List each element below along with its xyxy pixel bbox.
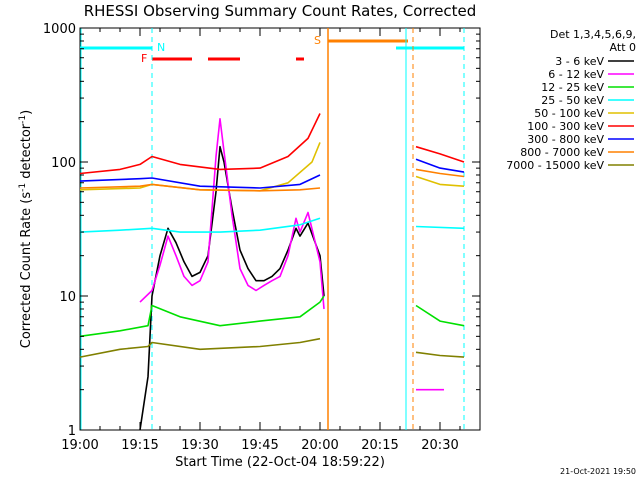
y-axis-label: Corrected Count Rate (s-1 detector-1) <box>18 110 34 348</box>
series-line <box>415 225 465 230</box>
y-axis-label-sup: -1 <box>18 115 28 124</box>
legend-label: 50 - 100 keV <box>534 107 604 120</box>
x-tick-label: 20:15 <box>361 438 398 453</box>
legend-label: 100 - 300 keV <box>527 120 604 133</box>
x-axis-label: Start Time (22-Oct-04 18:59:22) <box>175 455 385 470</box>
chart-title: RHESSI Observing Summary Count Rates, Co… <box>84 2 477 20</box>
legend-title-line: Att 0 <box>610 41 636 54</box>
y-axis-label-sup: -1 <box>18 183 28 192</box>
series-line <box>415 304 465 327</box>
observing-flags: NF S <box>80 28 465 430</box>
y-axis-label-part: Corrected Count Rate (s <box>19 192 34 349</box>
series-line <box>79 295 325 338</box>
series-line <box>79 174 321 189</box>
y-axis-label-part: detector <box>19 123 34 183</box>
x-tick-label: 19:00 <box>61 438 98 453</box>
legend-label: 300 - 800 keV <box>527 133 604 146</box>
x-tick-label: 19:45 <box>241 438 278 453</box>
flare-flag-label: F <box>141 52 147 65</box>
series-line <box>79 217 321 233</box>
legend-title-line: Det 1,3,4,5,6,9, <box>550 28 636 41</box>
legend-label: 12 - 25 keV <box>541 81 604 94</box>
legend-label: 3 - 6 keV <box>555 55 604 68</box>
series-line <box>79 113 321 175</box>
x-tick-label: 19:30 <box>181 438 218 453</box>
series-line <box>415 158 465 173</box>
series-line <box>415 175 465 187</box>
y-tick-label: 100 <box>51 156 76 171</box>
legend-label: 800 - 7000 keV <box>520 146 604 159</box>
saa-flag-label: S <box>314 34 321 47</box>
x-tick-label: 19:15 <box>121 438 158 453</box>
x-tick-label: 20:00 <box>301 438 338 453</box>
series-line <box>79 337 321 358</box>
footer-timestamp: 21-Oct-2021 19:50 <box>560 467 636 476</box>
y-tick-label: 10 <box>59 290 76 305</box>
legend-label: 6 - 12 keV <box>548 68 604 81</box>
y-axis-label-part: ) <box>19 110 34 115</box>
legend-label: 7000 - 15000 keV <box>506 159 604 172</box>
x-tick-label: 20:30 <box>421 438 458 453</box>
series-line <box>415 168 465 178</box>
axes: 19:00 19:15 19:30 19:45 20:00 20:15 20:30 1 10 10… <box>43 22 480 453</box>
legend-label: 25 - 50 keV <box>541 94 604 107</box>
series-line <box>79 183 321 192</box>
y-tick-label: 1000 <box>43 22 76 37</box>
series-line <box>415 351 465 358</box>
night-flag-label: N <box>157 41 165 54</box>
series-line <box>415 145 465 163</box>
series-layer <box>79 113 465 431</box>
y-tick-label: 1 <box>68 424 76 439</box>
series-line <box>139 118 325 310</box>
